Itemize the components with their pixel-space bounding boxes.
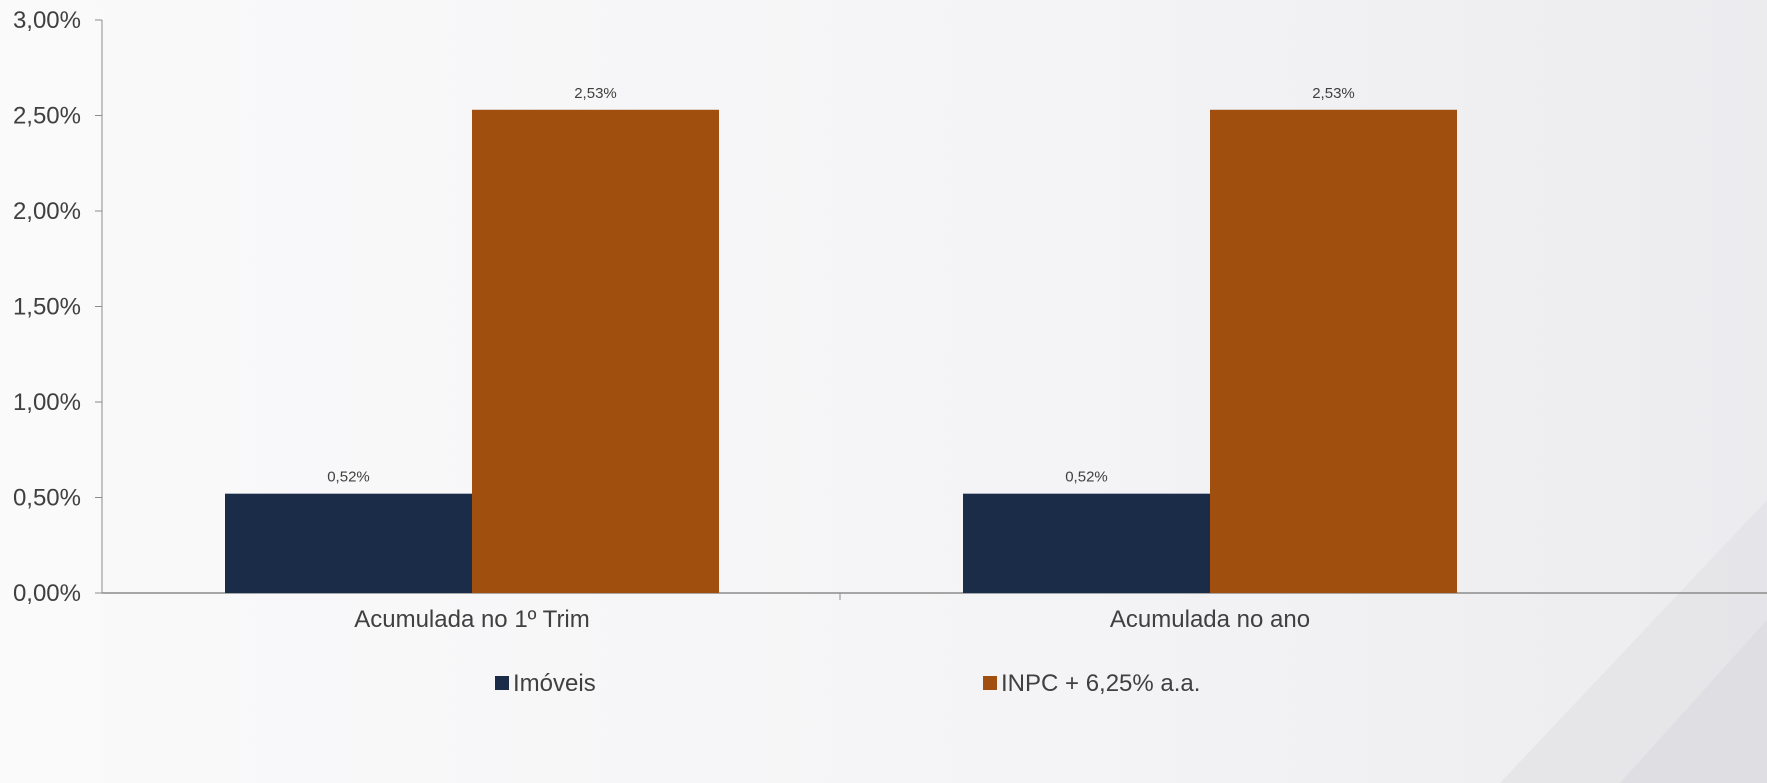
y-tick-label: 1,00% <box>13 389 81 416</box>
legend: Imóveis INPC + 6,25% a.a. <box>495 670 1200 697</box>
x-axis: Acumulada no 1º Trim Acumulada no ano <box>102 592 1767 633</box>
bar <box>1210 109 1457 594</box>
x-category-label: Acumulada no 1º Trim <box>354 606 590 633</box>
y-tick-label: 0,50% <box>13 485 81 512</box>
data-label: 0,52% <box>327 469 370 486</box>
bars-layer <box>225 109 1457 594</box>
bar <box>225 493 472 593</box>
bar <box>963 493 1210 593</box>
bar <box>472 109 719 594</box>
y-tick-label: 3,00% <box>13 7 81 34</box>
background-shape <box>1620 620 1767 783</box>
legend-swatch <box>495 676 509 690</box>
legend-item: INPC + 6,25% a.a. <box>983 670 1200 697</box>
data-label: 0,52% <box>1065 469 1108 486</box>
legend-label: INPC + 6,25% a.a. <box>1001 670 1200 697</box>
y-axis: 0,00% 0,50% 1,00% 1,50% 2,00% 2,50% 3,00% <box>13 7 103 607</box>
y-tick-label: 2,50% <box>13 103 81 130</box>
legend-label: Imóveis <box>513 670 596 697</box>
background-decoration <box>1500 500 1767 783</box>
data-labels-layer: 0,52% 2,53% 0,52% 2,53% <box>327 85 1355 486</box>
y-tick-label: 2,00% <box>13 198 81 225</box>
data-label: 2,53% <box>574 85 617 102</box>
legend-item: Imóveis <box>495 670 596 697</box>
legend-swatch <box>983 676 997 690</box>
y-tick-label: 0,00% <box>13 580 81 607</box>
data-label: 2,53% <box>1312 85 1355 102</box>
x-category-label: Acumulada no ano <box>1110 606 1310 633</box>
y-tick-label: 1,50% <box>13 294 81 321</box>
